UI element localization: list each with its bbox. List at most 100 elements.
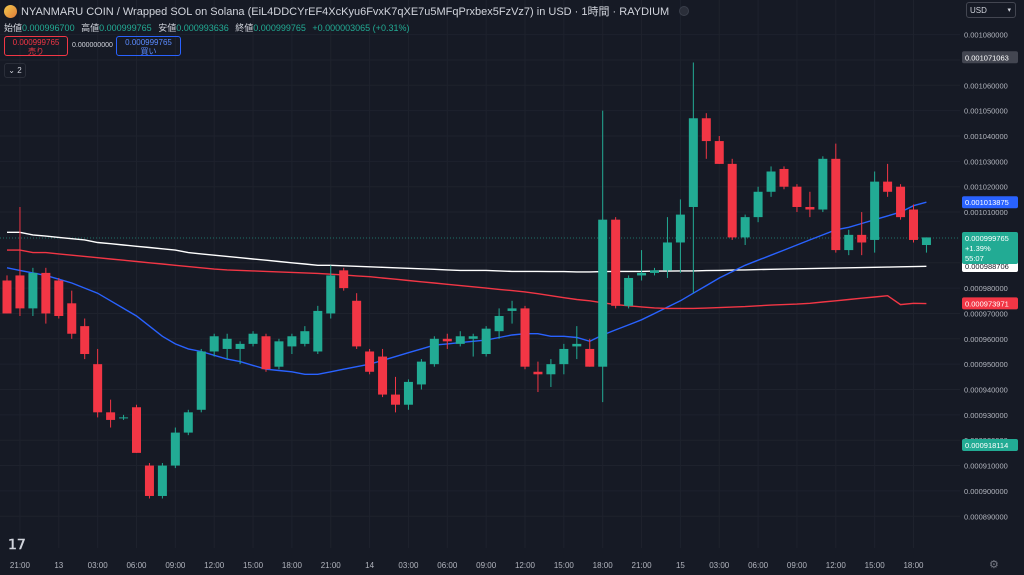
candle-body — [637, 272, 647, 276]
open-label: 始値 — [4, 23, 23, 33]
candle-body — [753, 191, 763, 218]
candle-body — [391, 394, 400, 405]
candle-body — [196, 351, 206, 410]
low-label: 安値 — [158, 23, 177, 33]
candle-body — [585, 348, 595, 367]
candle-body — [896, 186, 906, 218]
candle-body — [365, 351, 375, 372]
x-tick-label: 06:00 — [748, 561, 769, 570]
sell-button[interactable]: 0.000999765 売り — [4, 36, 68, 56]
candle-body — [429, 338, 439, 365]
y-tick-label: 0.001080000 — [964, 31, 1008, 40]
candle-body — [494, 315, 504, 332]
candle-body — [339, 270, 349, 289]
gear-icon[interactable]: ⚙ — [989, 559, 999, 571]
y-tick-label: 0.001040000 — [964, 132, 1008, 141]
candle-body — [559, 348, 569, 365]
price-tag-box — [962, 438, 1018, 451]
candle-body — [157, 465, 167, 496]
moving-average-line — [7, 231, 927, 273]
candle-body — [287, 336, 297, 347]
candle-body — [67, 303, 77, 334]
candle-body — [909, 209, 918, 240]
x-tick-label: 15:00 — [865, 561, 886, 570]
chevron-down-icon: ▾ — [1007, 7, 1011, 14]
y-tick-label: 0.000950000 — [964, 360, 1008, 369]
candle-body — [93, 364, 103, 413]
candle-body — [248, 333, 258, 344]
last-price-tag-box — [962, 232, 1018, 265]
candle-body — [857, 234, 867, 243]
candle-body — [41, 272, 51, 314]
candle-body — [520, 308, 530, 367]
price-tag-box — [962, 196, 1018, 209]
low-value: 0.000993636 — [176, 23, 229, 33]
symbol-title[interactable]: NYANMARU COIN / Wrapped SOL on Solana (E… — [21, 6, 670, 18]
x-tick-label: 21:00 — [10, 561, 31, 570]
x-tick-label: 12:00 — [515, 561, 536, 570]
moving-average-lines — [6, 201, 927, 375]
x-tick-label: 06:00 — [126, 561, 147, 570]
price-tag-label: 0.000918114 — [965, 441, 1008, 450]
price-tag-label: 0.000973971 — [965, 299, 1009, 308]
candle-body — [921, 237, 931, 246]
x-tick-label: 09:00 — [165, 561, 186, 570]
indicators-count: 2 — [17, 66, 22, 75]
x-tick-label: 21:00 — [632, 561, 653, 570]
y-tick-label: 0.001050000 — [964, 107, 1008, 116]
y-tick-label: 0.001010000 — [964, 208, 1008, 217]
candle-body — [416, 361, 426, 385]
x-tick-label: 09:00 — [476, 561, 497, 570]
price-tags: 0.001071063 0.001013875 0.000988706 0.00097… — [962, 51, 1018, 451]
high-value: 0.000999765 — [99, 23, 152, 33]
candle-body — [740, 217, 750, 238]
chart-legend: NYANMARU COIN / Wrapped SOL on Solana (E… — [4, 3, 690, 19]
time-axis[interactable]: 18:00 21:00 13 03:00 06:00 09:00 12:00 15:00 18:… — [0, 561, 924, 570]
candle-body — [481, 328, 491, 355]
currency-select[interactable]: USD ▾ — [966, 2, 1016, 18]
candle-body — [106, 412, 116, 420]
tradingview-logo-icon[interactable]: 𝟣𝟩 — [8, 536, 26, 552]
price-axis[interactable]: 0.0010800000.0010700000.0010600000.00105… — [960, 0, 1024, 575]
candle-body — [313, 310, 323, 352]
y-tick-label: 0.001020000 — [964, 183, 1008, 192]
x-tick-label: 21:00 — [321, 561, 342, 570]
moving-average-line — [6, 201, 927, 375]
x-tick-label: 15:00 — [554, 561, 575, 570]
price-tag-label: 0.001071063 — [965, 53, 1009, 62]
candle-body — [533, 371, 543, 375]
candle-body — [274, 341, 284, 367]
x-tick-label: 03:00 — [88, 561, 109, 570]
candle-body — [727, 163, 737, 238]
candle-body — [883, 181, 893, 192]
change-value: +0.000003065 (+0.31%) — [312, 23, 410, 33]
candlestick-series — [2, 62, 931, 499]
x-tick-label: 12:00 — [204, 561, 225, 570]
y-tick-label: 0.000890000 — [964, 512, 1008, 521]
x-tick-label: 06:00 — [437, 561, 458, 570]
market-status-icon[interactable] — [679, 6, 690, 16]
price-tag-label: 0.001013875 — [965, 198, 1009, 207]
candle-body — [54, 280, 64, 316]
candle-body — [144, 465, 154, 496]
candle-body — [261, 336, 271, 370]
candle-body — [611, 219, 621, 306]
x-tick-label: 14 — [365, 561, 374, 570]
candle-body — [662, 242, 672, 271]
y-tick-label: 0.000910000 — [964, 462, 1008, 471]
y-tick-label: 0.000930000 — [964, 411, 1008, 420]
candle-body — [714, 141, 724, 164]
candle-body — [352, 300, 362, 347]
x-tick-label: 03:00 — [398, 561, 419, 570]
y-tick-label: 0.001030000 — [964, 157, 1008, 166]
candle-body — [624, 277, 634, 306]
candle-body — [132, 407, 141, 453]
y-tick-label: 0.000960000 — [964, 335, 1008, 344]
buy-button[interactable]: 0.000999765 買い — [116, 36, 181, 56]
candle-countdown: 55:07 — [965, 254, 984, 263]
candle-body — [442, 338, 452, 342]
candle-body — [766, 171, 776, 192]
sell-price: 0.000999765 — [12, 38, 60, 47]
indicators-toggle-button[interactable]: ⌄ 2 — [4, 63, 26, 78]
